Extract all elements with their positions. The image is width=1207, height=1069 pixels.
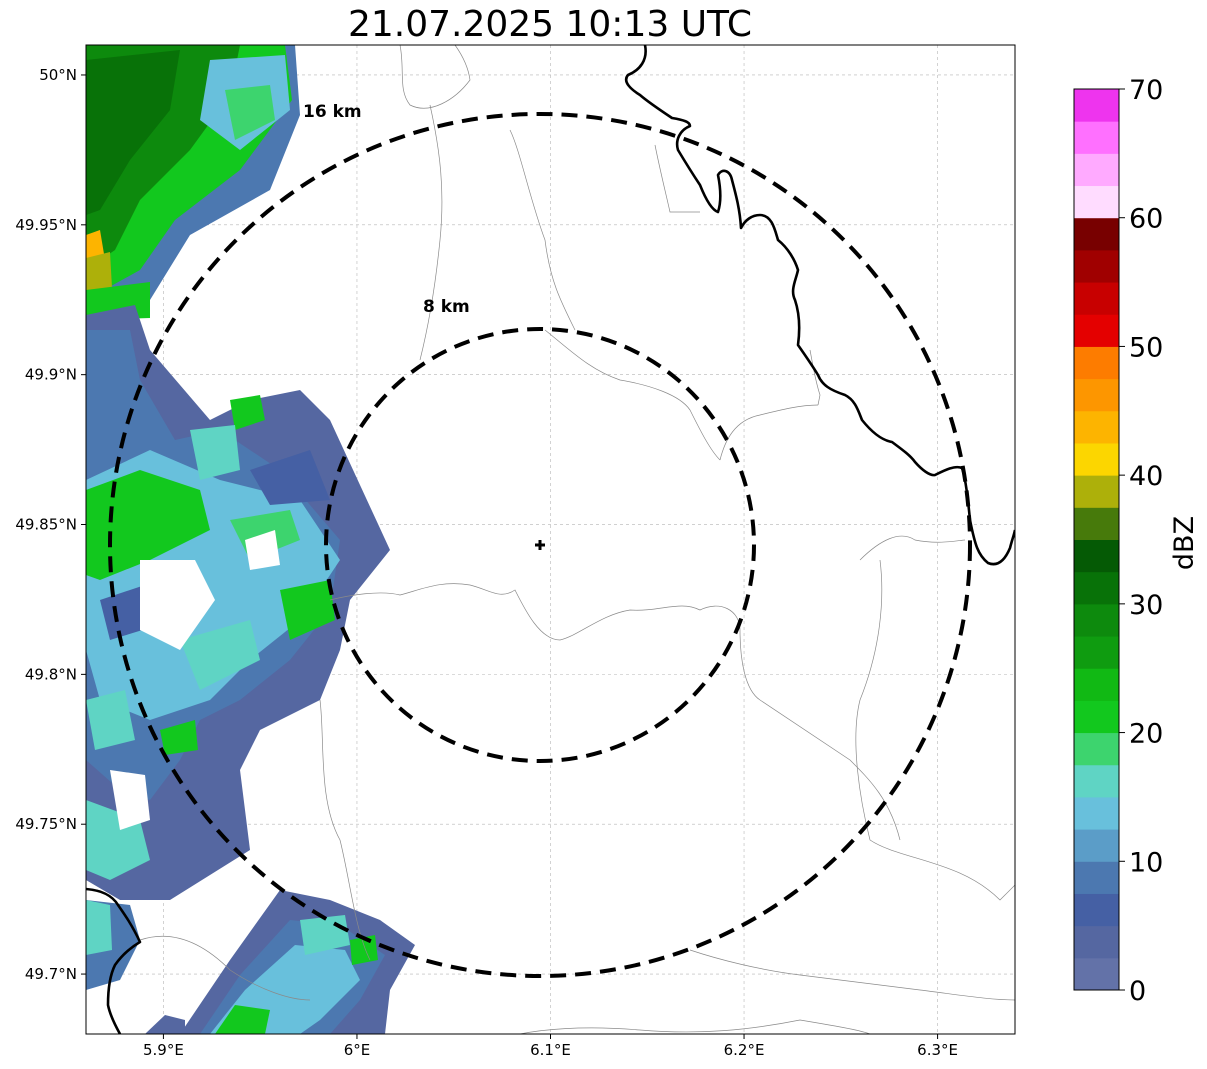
- colorbar-swatch: [1074, 346, 1119, 380]
- colorbar-swatch: [1074, 475, 1119, 508]
- x-tick-label: 6.1°E: [530, 1041, 571, 1059]
- colorbar-swatch: [1074, 539, 1119, 573]
- range-ring-label-8km: 8 km: [423, 297, 470, 317]
- range-rings: 8 km 16 km: [108, 102, 972, 978]
- echo-southwest: [86, 890, 415, 1034]
- colorbar-tick-label: 40: [1129, 461, 1163, 492]
- colorbar-tick-label: 70: [1129, 75, 1163, 106]
- range-ring-16km: [108, 112, 972, 978]
- national-border-lines: [86, 45, 1015, 1034]
- colorbar-swatch: [1074, 185, 1119, 219]
- colorbar-swatch: [1074, 796, 1119, 830]
- colorbar-tick-label: 10: [1129, 847, 1163, 878]
- y-tick-label: 49.95°N: [15, 216, 77, 234]
- y-tick-label: 49.85°N: [15, 516, 77, 534]
- colorbar-swatch: [1074, 217, 1119, 251]
- colorbar-swatch: [1074, 925, 1119, 959]
- x-tick-label: 5.9°E: [143, 1041, 184, 1059]
- echo-gaps: [110, 530, 280, 830]
- colorbar-swatch: [1074, 410, 1119, 444]
- colorbar-swatch: [1074, 603, 1119, 637]
- colorbar-tick-label: 0: [1129, 976, 1146, 1007]
- colorbar-swatch: [1074, 668, 1119, 701]
- colorbar-tick-label: 20: [1129, 719, 1163, 750]
- range-ring-label-16km: 16 km: [303, 102, 362, 122]
- radar-site-marker: [535, 540, 545, 550]
- colorbar-swatch: [1074, 829, 1119, 862]
- y-tick-label: 49.8°N: [25, 665, 77, 683]
- grid-lines: [86, 45, 1015, 1034]
- colorbar-tick-label: 60: [1129, 204, 1163, 235]
- colorbar-swatch: [1074, 700, 1119, 734]
- y-tick-label: 49.75°N: [15, 815, 77, 833]
- colorbar-swatch: [1074, 89, 1119, 122]
- colorbar-swatch: [1074, 636, 1119, 669]
- colorbar-swatch: [1074, 314, 1119, 347]
- colorbar-swatch: [1074, 957, 1119, 991]
- colorbar-swatch: [1074, 121, 1119, 154]
- colorbar-swatch: [1074, 764, 1119, 798]
- range-ring-8km: [324, 327, 756, 763]
- echo-northwest: [86, 45, 300, 330]
- y-tick-label: 50°N: [39, 66, 77, 84]
- colorbar-swatch: [1074, 507, 1119, 540]
- y-tick-label: 49.9°N: [25, 366, 77, 384]
- x-axis-ticks: 5.9°E 6°E 6.1°E 6.2°E 6.3°E: [143, 1034, 958, 1059]
- colorbar: 0 10 20 30 40 50 60 70 dBZ: [1073, 75, 1200, 1007]
- colorbar-swatch: [1074, 893, 1119, 927]
- colorbar-swatch: [1074, 378, 1119, 412]
- colorbar-frame: [1073, 88, 1120, 991]
- x-tick-label: 6°E: [344, 1041, 371, 1059]
- y-tick-label: 49.7°N: [25, 965, 77, 983]
- colorbar-tick-label: 30: [1129, 590, 1163, 621]
- colorbar-swatches: [1074, 89, 1119, 991]
- colorbar-swatch: [1074, 442, 1119, 476]
- colorbar-swatch: [1074, 153, 1119, 187]
- y-axis-ticks: 50°N 49.95°N 49.9°N 49.85°N 49.8°N 49.75°N 49.…: [15, 66, 86, 983]
- colorbar-label: dBZ: [1169, 516, 1200, 570]
- colorbar-swatch: [1074, 249, 1119, 283]
- colorbar-swatch: [1074, 282, 1119, 315]
- colorbar-swatch: [1074, 861, 1119, 894]
- colorbar-swatch: [1074, 571, 1119, 605]
- x-tick-label: 6.3°E: [917, 1041, 958, 1059]
- colorbar-ticks: 0 10 20 30 40 50 60 70: [1119, 75, 1163, 1007]
- colorbar-swatch: [1074, 732, 1119, 766]
- colorbar-tick-label: 50: [1129, 332, 1163, 363]
- map-title: 21.07.2025 10:13 UTC: [347, 4, 753, 45]
- x-tick-label: 6.2°E: [724, 1041, 765, 1059]
